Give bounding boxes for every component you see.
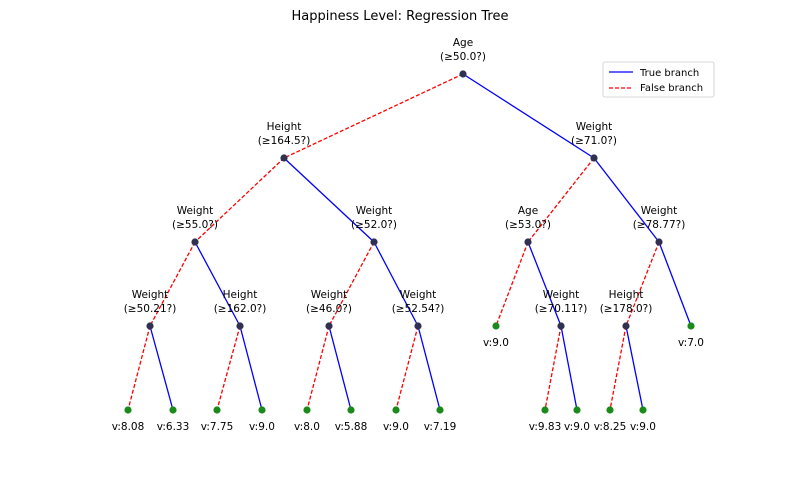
node-feature-label: Weight [177, 205, 214, 217]
node-feature-label: Height [609, 289, 644, 301]
true-branch-edge [417, 325, 441, 411]
leaf-value-label: v:8.25 [594, 421, 627, 433]
leaf-value-label: v:8.08 [112, 421, 145, 433]
decision-node [414, 322, 422, 330]
decision-node [280, 154, 288, 162]
leaf-node [303, 406, 311, 414]
leaf-node [541, 406, 549, 414]
true-branch-edge [560, 325, 578, 411]
node-condition-label: (≥164.5?) [258, 135, 311, 147]
node-condition-label: (≥78.77?) [633, 219, 686, 231]
leaf-node [347, 406, 355, 414]
true-branch-edge [658, 241, 692, 327]
diagram-title: Happiness Level: Regression Tree [292, 9, 509, 24]
true-branch-edge [373, 241, 419, 327]
false-branch-edge [283, 73, 464, 159]
leaf-node [573, 406, 581, 414]
leaf-value-label: v:9.0 [564, 421, 590, 433]
decision-node [146, 322, 154, 330]
true-branch-edge [328, 325, 352, 411]
decision-node [236, 322, 244, 330]
false-branch-edge [216, 325, 241, 411]
true-branch-edge [462, 73, 595, 159]
decision-node [524, 238, 532, 246]
node-feature-label: Weight [356, 205, 393, 217]
node-condition-label: (≥55.0?) [172, 219, 218, 231]
false-branch-edge [328, 241, 375, 327]
node-condition-label: (≥70.11?) [535, 303, 588, 315]
false-branch-edge [306, 325, 330, 411]
decision-node [590, 154, 598, 162]
node-feature-label: Weight [400, 289, 437, 301]
node-feature-label: Height [223, 289, 258, 301]
node-condition-label: (≥71.0?) [571, 135, 617, 147]
legend-false-label: False branch [640, 83, 703, 94]
edges-layer [127, 73, 692, 411]
true-branch-edge [593, 157, 660, 243]
leaf-value-label: v:9.0 [630, 421, 656, 433]
true-branch-edge [527, 241, 562, 327]
leaf-node [213, 406, 221, 414]
true-branch-edge [194, 241, 241, 327]
node-condition-label: (≥53.0?) [505, 219, 551, 231]
leaf-value-label: v:7.19 [424, 421, 457, 433]
node-feature-label: Weight [576, 121, 613, 133]
legend: True branch False branch [602, 61, 715, 98]
decision-node [325, 322, 333, 330]
false-branch-edge [127, 325, 151, 411]
legend-true-label: True branch [639, 68, 699, 79]
leaf-node [492, 322, 500, 330]
leaf-node [436, 406, 444, 414]
leaf-value-label: v:5.88 [335, 421, 368, 433]
node-condition-label: (≥50.0?) [440, 51, 486, 63]
decision-node [557, 322, 565, 330]
leaf-value-label: v:8.0 [294, 421, 320, 433]
node-condition-label: (≥162.0?) [214, 303, 267, 315]
false-branch-edge [495, 241, 529, 327]
node-condition-label: (≥50.21?) [124, 303, 177, 315]
leaf-value-label: v:9.0 [249, 421, 275, 433]
leaf-node [606, 406, 614, 414]
decision-node [655, 238, 663, 246]
true-branch-edge [625, 325, 644, 411]
leaf-node [639, 406, 647, 414]
node-feature-label: Weight [543, 289, 580, 301]
leaf-node [687, 322, 695, 330]
leaf-node [392, 406, 400, 414]
leaf-value-label: v:6.33 [157, 421, 190, 433]
false-branch-edge [609, 325, 627, 411]
leaf-node [169, 406, 177, 414]
node-condition-label: (≥52.54?) [392, 303, 445, 315]
leaf-node [258, 406, 266, 414]
node-condition-label: (≥52.0?) [351, 219, 397, 231]
leaf-value-label: v:9.83 [529, 421, 562, 433]
node-condition-label: (≥178.0?) [600, 303, 653, 315]
node-feature-label: Age [453, 37, 473, 49]
decision-node [370, 238, 378, 246]
true-branch-edge [283, 157, 375, 243]
true-branch-edge [239, 325, 263, 411]
node-feature-label: Weight [311, 289, 348, 301]
true-branch-edge [149, 325, 174, 411]
decision-node [622, 322, 630, 330]
leaf-node [124, 406, 132, 414]
false-branch-edge [544, 325, 562, 411]
node-feature-label: Weight [641, 205, 678, 217]
decision-node [191, 238, 199, 246]
node-feature-label: Weight [132, 289, 169, 301]
false-branch-edge [395, 325, 419, 411]
false-branch-edge [625, 241, 660, 327]
false-branch-edge [194, 157, 285, 243]
leaf-value-label: v:9.0 [383, 421, 409, 433]
leaf-value-label: v:9.0 [483, 337, 509, 349]
node-feature-label: Age [518, 205, 538, 217]
leaf-value-label: v:7.75 [201, 421, 234, 433]
leaf-value-label: v:7.0 [678, 337, 704, 349]
node-condition-label: (≥46.0?) [306, 303, 352, 315]
false-branch-edge [149, 241, 196, 327]
decision-node [459, 70, 467, 78]
nodes-layer: Age (≥50.0?) Height (≥164.5?) Weight (≥71.0?)… [112, 37, 704, 433]
node-feature-label: Height [267, 121, 302, 133]
